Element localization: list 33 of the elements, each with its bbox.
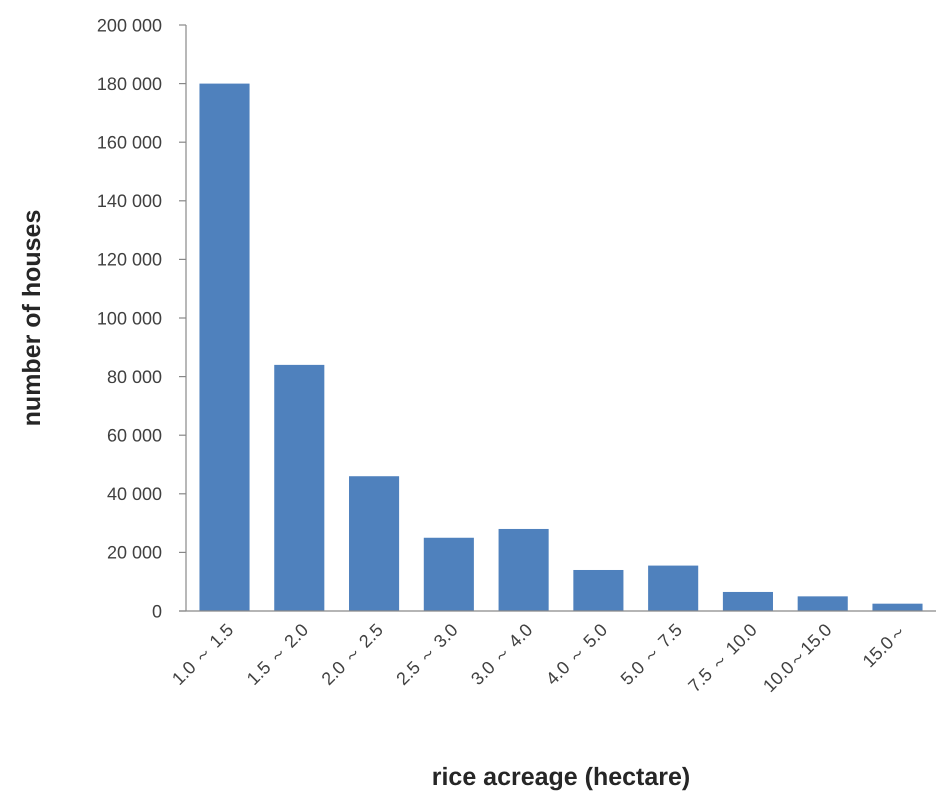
x-tick-label: 1.0 ～ 1.5 [168, 620, 238, 690]
x-tick-label: 2.0 ～ 2.5 [318, 620, 387, 690]
bar [199, 84, 250, 611]
bar [648, 566, 698, 611]
bar [424, 538, 474, 611]
bar [498, 528, 549, 611]
x-axis-title: rice acreage (hectare) [432, 763, 690, 791]
x-tick-label: 3.0 ～ 4.0 [467, 620, 536, 690]
bar [872, 604, 923, 611]
x-tick-label: 15.0～ [858, 620, 910, 672]
x-tick-label: 7.5 ～ 10.0 [684, 620, 761, 696]
y-tick-label: 80 000 [106, 366, 162, 387]
y-tick-label: 120 000 [96, 250, 162, 270]
y-tick-label: 40 000 [106, 484, 162, 504]
bar [573, 570, 624, 611]
y-tick-label: 160 000 [96, 132, 162, 152]
x-tick-label: 10.0～15.0 [759, 620, 836, 696]
bar [798, 596, 848, 611]
x-tick-label: 4.0 ～ 5.0 [542, 620, 612, 690]
y-tick-label: 140 000 [96, 191, 162, 212]
y-tick-label: 100 000 [96, 308, 162, 328]
bar [349, 476, 400, 611]
x-tick-label: 1.5 ～ 2.0 [242, 620, 312, 690]
y-tick-label: 60 000 [106, 426, 162, 446]
x-tick-label: 2.5 ～ 3.0 [392, 620, 462, 690]
y-tick-label: 0 [152, 601, 162, 622]
y-axis-title: number of houses [18, 210, 46, 426]
bar [722, 592, 773, 611]
bar [274, 364, 324, 611]
y-tick-label: 20 000 [106, 542, 162, 563]
y-tick-label: 200 000 [96, 15, 162, 36]
x-tick-label: 5.0 ～ 7.5 [616, 620, 686, 690]
y-tick-label: 180 000 [96, 74, 162, 94]
